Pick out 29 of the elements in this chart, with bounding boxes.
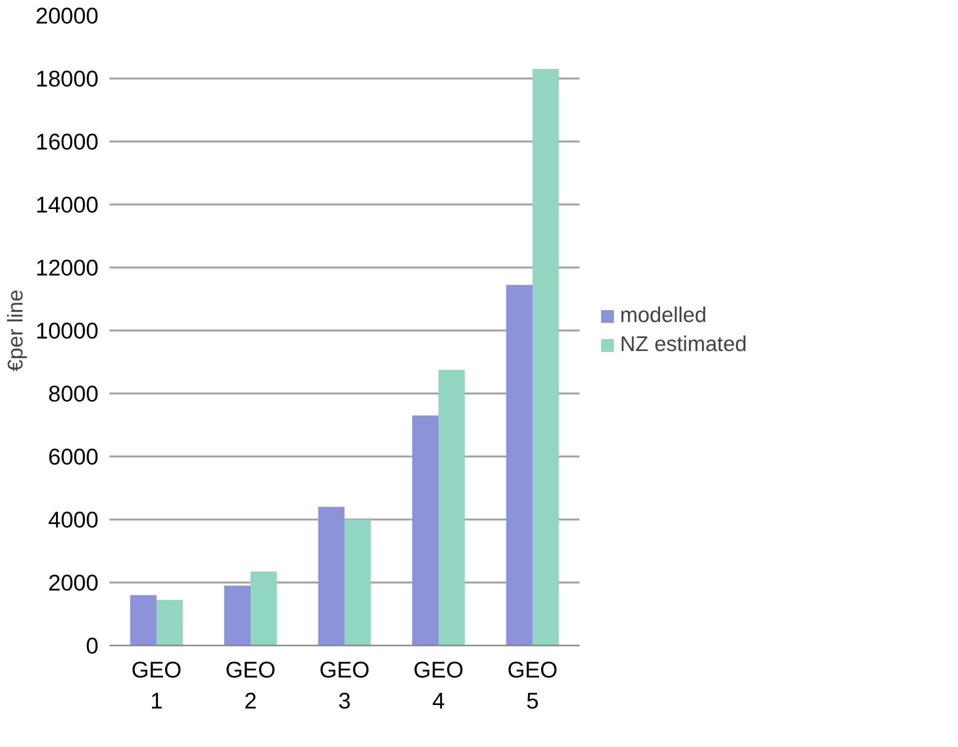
bar bbox=[438, 370, 465, 646]
y-tick-label: 6000 bbox=[48, 444, 99, 470]
bar bbox=[412, 416, 438, 646]
y-tick-label: 8000 bbox=[48, 380, 99, 406]
x-tick-label: GEO 1 bbox=[131, 656, 182, 714]
y-tick-label: 14000 bbox=[36, 192, 99, 218]
bar bbox=[224, 586, 250, 646]
y-tick-label: 20000 bbox=[36, 2, 99, 28]
y-tick-label: 4000 bbox=[48, 506, 99, 532]
y-tick-label: 16000 bbox=[36, 128, 99, 154]
y-tick-label: 10000 bbox=[36, 318, 99, 344]
x-tick-label: GEO 3 bbox=[319, 656, 370, 714]
y-tick-label: 18000 bbox=[36, 66, 99, 92]
bar bbox=[506, 284, 532, 646]
x-tick-label: GEO 4 bbox=[413, 656, 464, 714]
y-tick-label: 12000 bbox=[36, 254, 99, 280]
y-tick-label: 2000 bbox=[48, 570, 99, 596]
bar bbox=[532, 69, 559, 646]
bar bbox=[156, 600, 183, 646]
y-axis-title: €per line bbox=[4, 290, 28, 372]
x-tick-label: GEO 2 bbox=[225, 656, 276, 714]
x-tick-label: GEO 5 bbox=[507, 656, 558, 714]
bar bbox=[130, 595, 156, 646]
bar bbox=[344, 520, 371, 646]
legend-label: NZ estimated bbox=[620, 332, 747, 357]
bar bbox=[318, 506, 344, 646]
bar bbox=[250, 571, 277, 646]
legend-label: modelled bbox=[620, 303, 707, 328]
y-tick-label: 0 bbox=[86, 632, 99, 658]
